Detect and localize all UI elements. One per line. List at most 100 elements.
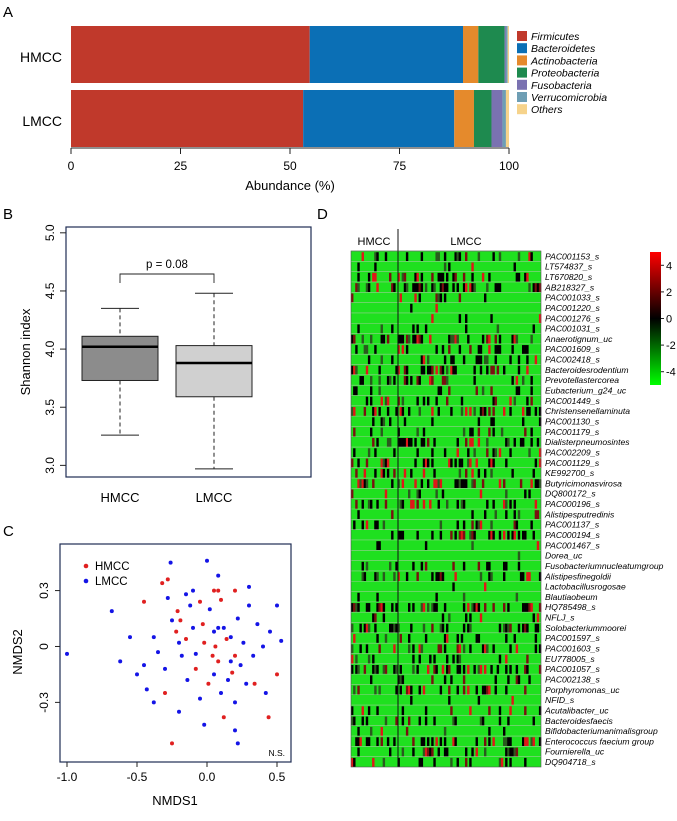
heatmap-cell (446, 365, 449, 375)
heatmap-cell (507, 716, 510, 726)
heatmap-cell (488, 458, 491, 468)
heatmap-cell (372, 654, 375, 664)
heatmap-cell (393, 448, 396, 458)
heatmap-cell (424, 561, 428, 571)
legend-swatch-actinobacteria (517, 55, 527, 66)
heatmap-cell (370, 675, 373, 685)
plot-frame (59, 543, 292, 763)
heatmap-cell (357, 747, 360, 757)
heatmap-cell (517, 272, 521, 282)
heatmap-cell (462, 479, 466, 489)
heatmap-cell (446, 396, 449, 406)
heatmap-cell (410, 695, 413, 706)
heatmap-cell (416, 499, 419, 509)
heatmap-cell (538, 407, 542, 417)
heatmap-cell (435, 479, 438, 489)
heatmap-cell (503, 737, 506, 747)
heatmap-cell (412, 324, 415, 334)
heatmap-cell (378, 685, 381, 695)
heatmap-cell (439, 737, 443, 747)
heatmap-cell (433, 665, 436, 675)
heatmap-cell (448, 665, 451, 675)
colorbar (650, 252, 661, 385)
row-label: EU778005_s (545, 654, 595, 664)
heatmap-cell (473, 530, 476, 540)
heatmap-cell (353, 386, 356, 396)
heatmap-cell (465, 407, 468, 417)
row-label: LT574837_s (545, 262, 593, 272)
heatmap-cell (460, 396, 464, 406)
y-tick-label: 0 (37, 643, 51, 650)
heatmap-cell (534, 634, 538, 644)
heatmap-cell (532, 283, 535, 293)
y-tick-label: 5.0 (43, 224, 57, 241)
heatmap-cell (380, 427, 383, 437)
heatmap-cell (359, 376, 362, 386)
heatmap-cell (386, 458, 390, 468)
p-value-annotation: p = 0.08 (146, 259, 188, 271)
heatmap-cell (386, 468, 390, 479)
heatmap-cell (509, 396, 512, 406)
heatmap-cell (437, 272, 440, 282)
heatmap-cell (450, 706, 453, 716)
heatmap-cell (357, 479, 360, 489)
heatmap-cell (420, 365, 424, 375)
heatmap-cell (503, 726, 506, 737)
heatmap-cell (490, 386, 493, 396)
heatmap-cell (399, 334, 402, 344)
heatmap-cell (414, 272, 417, 282)
scatter-point-lmcc (191, 588, 195, 593)
heatmap-cell (505, 737, 508, 747)
scatter-point-hmcc (198, 599, 202, 604)
heatmap-cell (462, 499, 466, 509)
significance-bracket (119, 273, 215, 283)
heatmap-cell (389, 417, 392, 427)
heatmap-cell (443, 376, 447, 386)
row-label: Dialisterpneumosintes (545, 437, 630, 447)
heatmap-cell (522, 623, 525, 633)
heatmap-cell (408, 685, 411, 695)
heatmap-cell (492, 644, 495, 654)
heatmap-cell (477, 417, 481, 427)
heatmap-cell (494, 283, 497, 293)
heatmap-cell (420, 252, 424, 262)
heatmap-cell (534, 407, 538, 417)
heatmap-cell (408, 603, 411, 613)
heatmap-cell (359, 623, 362, 633)
heatmap-cell (376, 706, 379, 716)
heatmap-cell (515, 334, 519, 344)
heatmap-cell (405, 376, 409, 386)
heatmap-cell (420, 737, 424, 747)
heatmap-cell (397, 334, 400, 344)
heatmap-cell (511, 695, 514, 706)
row-label: DQ904718_s (545, 757, 596, 767)
heatmap-cell (524, 623, 527, 633)
heatmap-cell (418, 407, 421, 417)
heatmap-cell (357, 726, 360, 737)
heatmap-cell (536, 437, 540, 448)
heatmap-cell (507, 530, 510, 540)
heatmap-cell (370, 499, 373, 509)
heatmap-cell (418, 644, 421, 654)
heatmap-cell (530, 386, 533, 396)
heatmap-cell (524, 757, 527, 767)
heatmap-cell (477, 561, 481, 571)
heatmap-cell (376, 437, 379, 448)
heatmap-cell (509, 706, 512, 716)
y-tick-label: 4.5 (43, 282, 57, 299)
heatmap-cell (443, 644, 447, 654)
row-label: PAC001603_s (545, 644, 600, 654)
heatmap-cell (370, 427, 373, 437)
heatmap-cell (519, 572, 523, 582)
heatmap-cell (534, 499, 538, 509)
row-label: PAC001031_s (545, 324, 600, 334)
heatmap-cell (469, 644, 472, 654)
heatmap-cell (524, 489, 527, 499)
heatmap-cell (515, 644, 519, 654)
heatmap-cell (526, 623, 529, 633)
heatmap-cell (405, 252, 409, 262)
heatmap-cell (395, 603, 398, 613)
heatmap-cell (427, 479, 430, 489)
legend-label-verrucomicrobia: Verrucomicrobia (531, 92, 607, 104)
heatmap-cell (431, 603, 434, 613)
